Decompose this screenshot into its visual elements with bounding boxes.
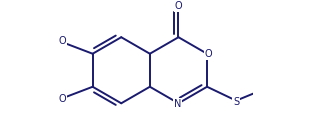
Text: S: S	[233, 97, 239, 107]
Text: N: N	[174, 99, 181, 109]
Text: O: O	[175, 1, 182, 11]
Text: O: O	[59, 36, 66, 46]
Text: O: O	[204, 49, 212, 59]
Text: O: O	[59, 94, 66, 104]
